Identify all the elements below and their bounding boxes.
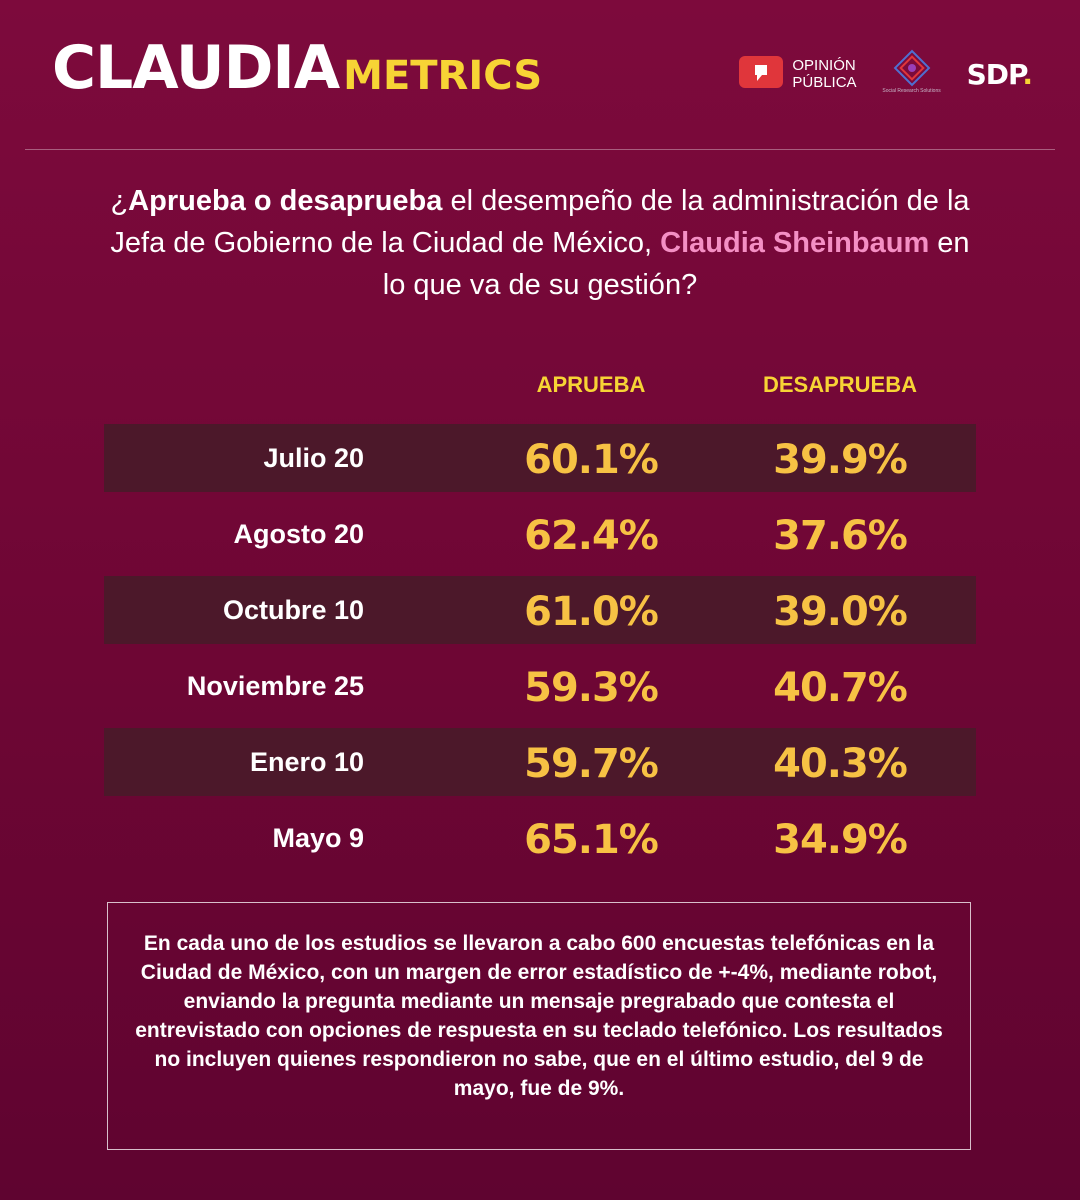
diamond-emblem-icon <box>893 49 930 87</box>
methodology-note: En cada uno de los estudios se llevaron … <box>107 902 971 1150</box>
desaprueba-value: 39.0% <box>773 589 908 635</box>
partner-logos: OPINIÓN PÚBLICA Social Research Solution… <box>738 48 1033 100</box>
opinion-publica-text: OPINIÓN PÚBLICA <box>792 57 856 91</box>
table-row: Noviembre 25 59.3% 40.7% <box>104 652 976 720</box>
speech-bubble-icon <box>739 56 784 88</box>
header-divider <box>25 149 1055 150</box>
srs-caption: Social Research Solutions <box>882 88 941 94</box>
sdp-dot: . <box>1022 57 1033 91</box>
sdp-logo: SDP. <box>966 57 1033 91</box>
table-row: Enero 10 59.7% 40.3% <box>104 728 976 796</box>
question-body: el desempeño de la administración de la … <box>110 185 970 259</box>
aprueba-value: 62.4% <box>524 513 659 559</box>
desaprueba-value: 37.6% <box>773 513 908 559</box>
publica-line: PÚBLICA <box>792 74 857 91</box>
question-suffix: en lo que va de su gestión? <box>382 227 970 301</box>
row-date-label: Enero 10 <box>249 747 364 777</box>
aprueba-value: 61.0% <box>524 589 659 635</box>
aprueba-value: 65.1% <box>524 817 659 863</box>
table-row: Mayo 9 65.1% 34.9% <box>104 804 976 872</box>
row-date-label: Julio 20 <box>263 443 364 473</box>
column-header-aprueba: APRUEBA <box>536 372 646 397</box>
header: CLAUDIA METRICS OPINIÓN PÚBLICA Social R… <box>0 0 1080 150</box>
question-prefix: ¿ <box>110 185 129 217</box>
table-row: Julio 20 60.1% 39.9% <box>104 424 976 492</box>
desaprueba-value: 40.3% <box>773 741 908 787</box>
table-row: Octubre 10 61.0% 39.0% <box>104 576 976 644</box>
aprueba-value: 59.3% <box>524 665 659 711</box>
table-row: Agosto 20 62.4% 37.6% <box>104 500 976 568</box>
opinion-publica-logo: OPINIÓN PÚBLICA <box>738 55 857 93</box>
survey-question: ¿Aprueba o desaprueba el desempeño de la… <box>100 180 980 306</box>
row-date-label: Mayo 9 <box>272 823 364 853</box>
opinion-line: OPINIÓN <box>792 57 856 74</box>
row-date-label: Noviembre 25 <box>186 671 364 701</box>
brand-name-main: CLAUDIA <box>52 33 340 103</box>
desaprueba-value: 39.9% <box>773 437 908 483</box>
brand-name-suffix: METRICS <box>343 53 543 99</box>
question-emphasis: Aprueba o desaprueba <box>128 185 443 217</box>
row-date-label: Octubre 10 <box>222 595 364 625</box>
sdp-text: SDP <box>966 57 1024 91</box>
aprueba-value: 60.1% <box>524 437 659 483</box>
desaprueba-value: 34.9% <box>773 817 908 863</box>
desaprueba-value: 40.7% <box>773 665 908 711</box>
results-table: Julio 20 60.1% 39.9% Agosto 20 62.4% 37.6% Oct… <box>104 424 976 880</box>
question-person-name: Claudia Sheinbaum <box>660 227 930 259</box>
row-date-label: Agosto 20 <box>233 519 364 549</box>
brand-logo: CLAUDIA METRICS <box>52 38 542 98</box>
column-header-desaprueba: DESAPRUEBA <box>762 372 918 397</box>
social-research-solutions-logo: Social Research Solutions <box>882 48 941 100</box>
aprueba-value: 59.7% <box>524 741 659 787</box>
